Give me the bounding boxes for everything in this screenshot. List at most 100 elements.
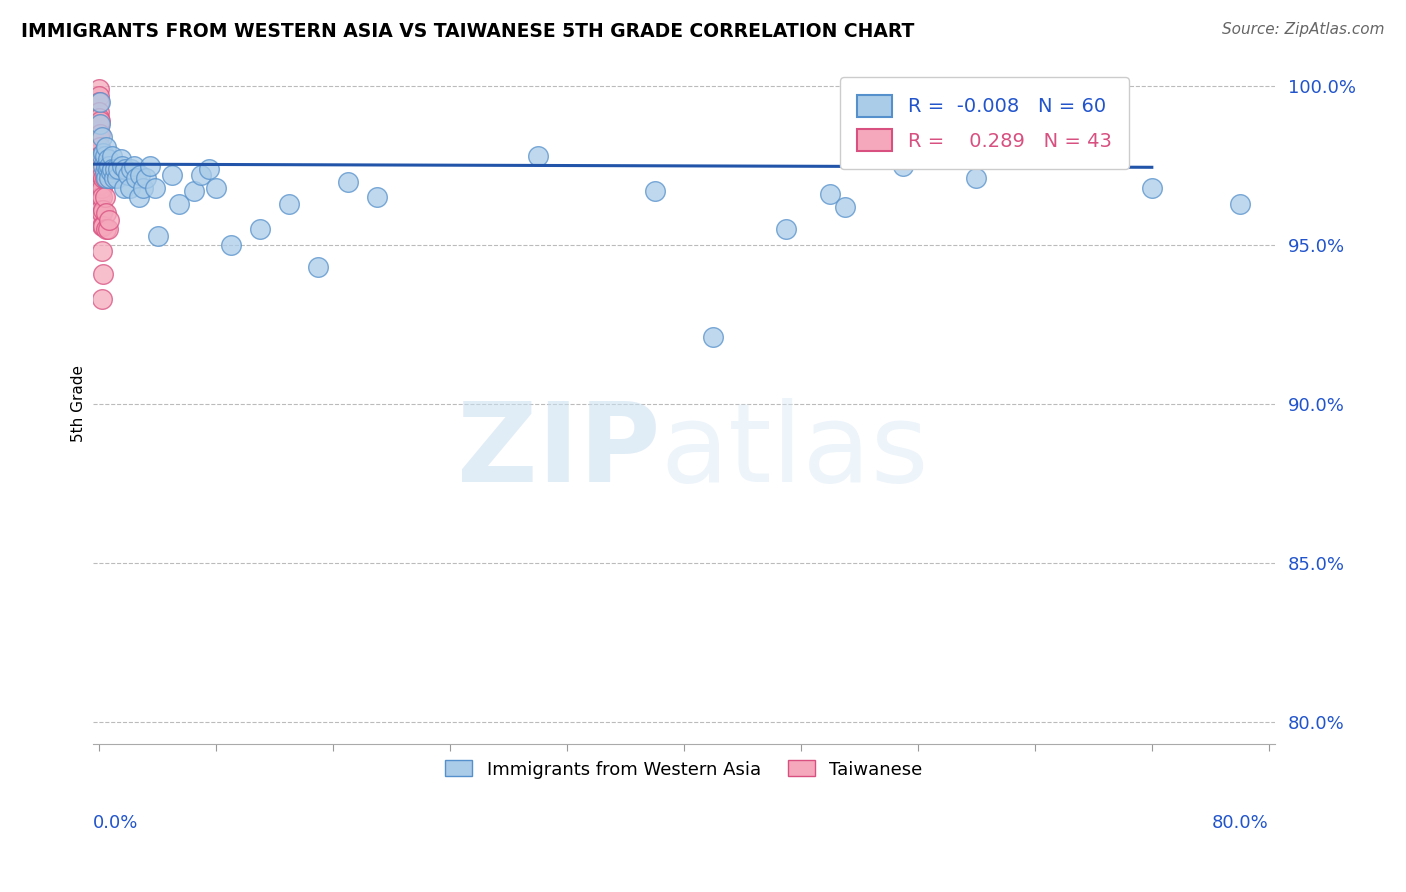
Point xyxy=(128,190,150,204)
Point xyxy=(97,222,120,236)
Point xyxy=(91,149,114,163)
Point xyxy=(775,222,797,236)
Point xyxy=(183,184,205,198)
Point xyxy=(93,171,115,186)
Point xyxy=(87,187,110,202)
Point xyxy=(91,206,114,220)
Point xyxy=(101,149,124,163)
Text: 0.0%: 0.0% xyxy=(93,814,139,831)
Point xyxy=(143,181,166,195)
Point xyxy=(107,161,129,176)
Point xyxy=(366,190,388,204)
Point xyxy=(97,153,120,167)
Point xyxy=(89,203,111,218)
Text: ZIP: ZIP xyxy=(457,398,661,505)
Point xyxy=(89,171,111,186)
Point xyxy=(120,161,142,176)
Point xyxy=(1229,196,1251,211)
Point xyxy=(89,181,111,195)
Point xyxy=(110,153,132,167)
Point xyxy=(93,267,115,281)
Point xyxy=(87,111,110,125)
Point xyxy=(702,330,724,344)
Point xyxy=(135,171,157,186)
Point xyxy=(93,146,115,161)
Point xyxy=(91,292,114,306)
Point xyxy=(644,184,666,198)
Point xyxy=(87,117,110,131)
Point xyxy=(87,139,110,153)
Point xyxy=(89,212,111,227)
Point xyxy=(105,171,128,186)
Point xyxy=(98,212,121,227)
Point xyxy=(89,149,111,163)
Point xyxy=(891,159,914,173)
Point xyxy=(87,130,110,145)
Point xyxy=(91,244,114,259)
Point xyxy=(249,222,271,236)
Point xyxy=(89,159,111,173)
Point xyxy=(111,159,134,173)
Text: IMMIGRANTS FROM WESTERN ASIA VS TAIWANESE 5TH GRADE CORRELATION CHART: IMMIGRANTS FROM WESTERN ASIA VS TAIWANES… xyxy=(21,22,914,41)
Point xyxy=(91,130,114,145)
Point xyxy=(89,127,111,141)
Point xyxy=(100,165,122,179)
Point xyxy=(118,181,141,195)
Point xyxy=(112,181,135,195)
Point xyxy=(91,219,114,233)
Point xyxy=(94,171,117,186)
Point xyxy=(91,168,114,182)
Point xyxy=(87,88,110,103)
Point xyxy=(87,95,110,110)
Point xyxy=(89,114,111,128)
Point xyxy=(94,190,117,204)
Point xyxy=(278,196,301,211)
Point xyxy=(87,196,110,211)
Point xyxy=(89,190,111,204)
Point xyxy=(129,168,152,182)
Point xyxy=(101,161,124,176)
Point xyxy=(94,149,117,163)
Point xyxy=(124,171,146,186)
Point xyxy=(139,159,162,173)
Point xyxy=(97,161,120,176)
Point xyxy=(89,159,111,173)
Y-axis label: 5th Grade: 5th Grade xyxy=(72,366,86,442)
Point xyxy=(169,196,191,211)
Point xyxy=(93,159,115,173)
Point xyxy=(103,171,125,186)
Point xyxy=(336,175,359,189)
Point xyxy=(818,187,841,202)
Point xyxy=(96,139,118,153)
Point xyxy=(197,161,219,176)
Point xyxy=(89,117,111,131)
Point xyxy=(965,171,987,186)
Point xyxy=(87,149,110,163)
Point xyxy=(87,82,110,96)
Point xyxy=(94,165,117,179)
Point xyxy=(96,206,118,220)
Point xyxy=(91,190,114,204)
Point xyxy=(114,161,136,176)
Point xyxy=(122,159,145,173)
Point xyxy=(219,238,242,252)
Point xyxy=(93,203,115,218)
Point xyxy=(96,171,118,186)
Point xyxy=(91,181,114,195)
Point xyxy=(190,168,212,182)
Point xyxy=(96,222,118,236)
Text: atlas: atlas xyxy=(661,398,929,505)
Point xyxy=(87,178,110,192)
Legend: Immigrants from Western Asia, Taiwanese: Immigrants from Western Asia, Taiwanese xyxy=(437,753,929,786)
Point xyxy=(98,159,121,173)
Point xyxy=(307,260,329,275)
Point xyxy=(96,159,118,173)
Text: 80.0%: 80.0% xyxy=(1212,814,1268,831)
Text: Source: ZipAtlas.com: Source: ZipAtlas.com xyxy=(1222,22,1385,37)
Point xyxy=(160,168,183,182)
Point xyxy=(117,168,139,182)
Point xyxy=(205,181,228,195)
Point xyxy=(834,200,856,214)
Point xyxy=(1140,181,1163,195)
Point xyxy=(98,171,121,186)
